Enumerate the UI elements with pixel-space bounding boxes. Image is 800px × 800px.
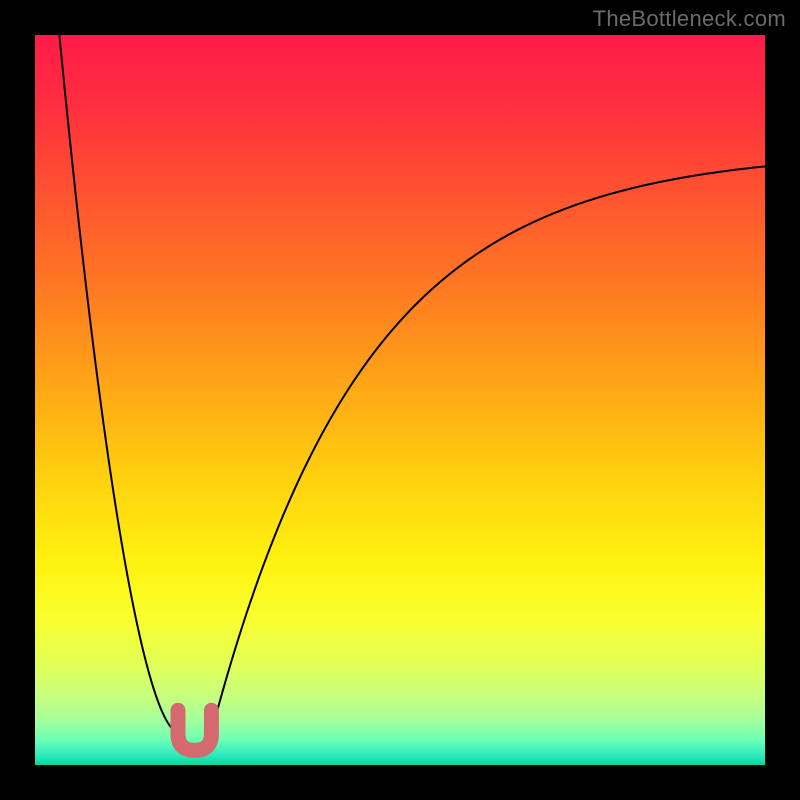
curve-layer [35, 35, 765, 765]
bottleneck-curve-left [59, 35, 178, 732]
chart-frame: TheBottleneck.com [0, 0, 800, 800]
bottleneck-curve-right [211, 166, 765, 732]
bottom-u-marker [178, 710, 211, 750]
watermark-text: TheBottleneck.com [593, 6, 786, 32]
plot-area [35, 35, 765, 765]
